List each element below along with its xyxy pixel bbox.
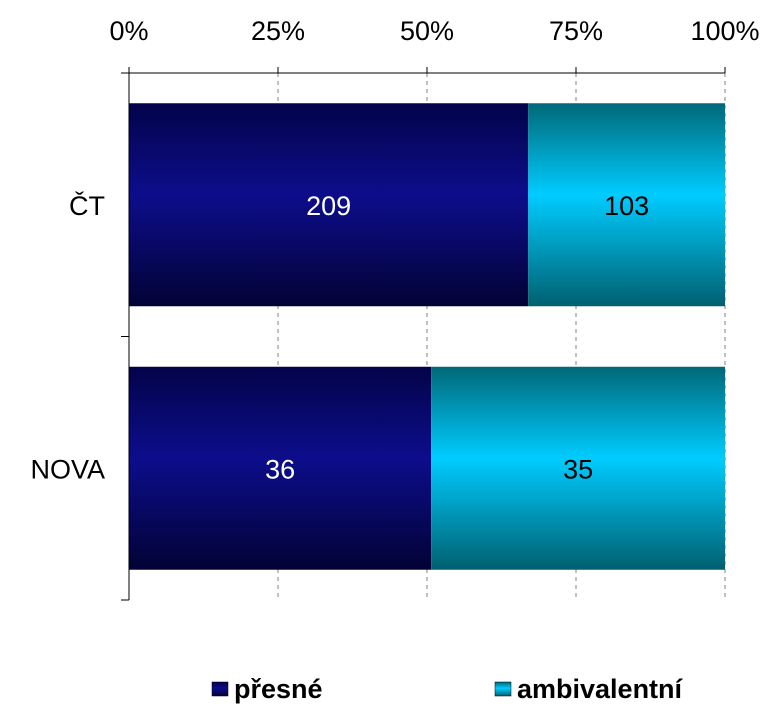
legend-label: ambivalentní (517, 674, 684, 704)
data-label: 35 (563, 454, 593, 484)
category-label: NOVA (30, 454, 105, 484)
legend-swatch (211, 681, 229, 697)
bar-segment-presne (129, 366, 432, 570)
category-label: ČT (69, 190, 105, 221)
legend-swatch (494, 681, 512, 697)
x-tick-label: 75% (549, 16, 603, 46)
legend: přesné ambivalentní (211, 674, 684, 704)
x-tick-label: 100% (690, 16, 759, 46)
labels: 0% 25% 50% 75% 100% 209 103 ČT 36 35 NOVA (30, 16, 759, 484)
bar-segment-ambivalentni (528, 103, 725, 307)
x-tick-label: 25% (251, 16, 305, 46)
bar-segment-ambivalentni (431, 366, 725, 570)
data-label: 36 (265, 454, 295, 484)
bars (129, 103, 725, 570)
x-tick-label: 0% (109, 16, 148, 46)
legend-label: přesné (234, 674, 323, 704)
data-label: 103 (604, 191, 649, 221)
data-label: 209 (306, 191, 351, 221)
bar-segment-presne (129, 103, 529, 307)
axes (121, 67, 726, 601)
x-tick-label: 50% (400, 16, 454, 46)
